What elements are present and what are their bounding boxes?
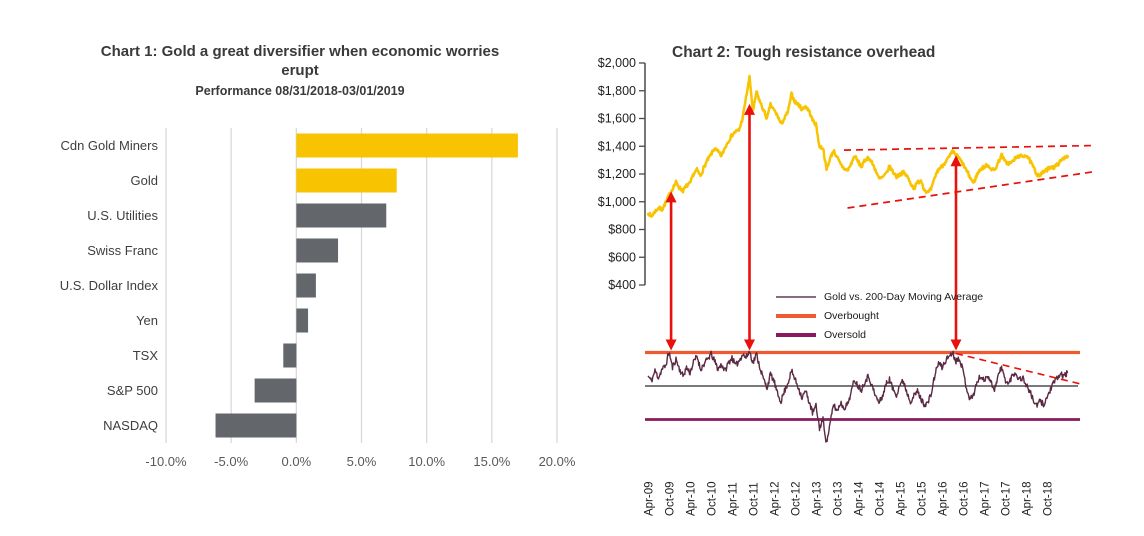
x-date-label: Apr-18: [1022, 481, 1034, 516]
x-date-label: Apr-17: [980, 481, 992, 516]
x-date-label: Apr-09: [644, 481, 656, 516]
arrow-head-down: [950, 339, 962, 351]
x-date-label: Oct-17: [1001, 481, 1013, 516]
x-date-label: Oct-15: [917, 481, 929, 516]
category-label: Swiss Franc: [87, 243, 158, 258]
category-label: Cdn Gold Miners: [60, 138, 158, 153]
support-trendline: [847, 171, 1093, 209]
bar-gold: [296, 168, 397, 193]
oscillator-line: [647, 350, 1069, 443]
category-label: U.S. Dollar Index: [60, 278, 159, 293]
y-tick-label: $1,800: [598, 84, 636, 98]
legend-label: Oversold: [824, 329, 867, 341]
chart1-performance-bar-chart: Chart 1: Gold a great diversifier when e…: [60, 43, 576, 469]
bar-chart-group: Cdn Gold Miners Gold U.S. Utilities Swiss F…: [60, 128, 576, 469]
bar-u-s-utilities: [296, 203, 387, 228]
x-date-label: Apr-12: [770, 481, 782, 516]
x-date-label: Apr-13: [812, 481, 824, 516]
chart1-title: Chart 1: Gold a great diversifier when e…: [100, 43, 500, 79]
x-date-label: Oct-13: [833, 481, 845, 516]
moving-average-line-swatch: [776, 296, 816, 298]
x-date-label: Oct-10: [707, 481, 719, 516]
category-label: Gold: [131, 173, 158, 188]
x-date-label: Oct-09: [665, 481, 677, 516]
oversold-line-swatch: [776, 333, 816, 337]
y-tick-label: $1,200: [598, 167, 636, 181]
x-date-label: Apr-15: [896, 481, 908, 516]
legend-label: Overbought: [824, 310, 879, 322]
legend-item-moving-average: Gold vs. 200-Day Moving Average: [776, 291, 983, 303]
x-tick-label: 0.0%: [282, 454, 312, 469]
bar-tsx: [283, 343, 297, 368]
arrow-head-down: [744, 339, 755, 351]
x-date-label: Oct-11: [749, 482, 761, 516]
x-date-label: Oct-14: [875, 481, 887, 516]
oscillator-trendline: [955, 352, 1083, 386]
category-label: U.S. Utilities: [87, 208, 158, 223]
legend-label: Gold vs. 200-Day Moving Average: [824, 291, 984, 303]
legend-item-overbought: Overbought: [776, 310, 983, 322]
category-label: TSX: [133, 348, 159, 363]
y-tick-label: $1,400: [598, 139, 636, 153]
bar-swiss-franc: [296, 238, 339, 263]
bar-s-p-500: [254, 378, 297, 403]
chart2-plot-area: $2,000 $1,800 $1,600 $1,400 $1,200 $1,000 $800…: [598, 56, 1093, 516]
x-tick-label: 10.0%: [408, 454, 445, 469]
category-label: S&P 500: [107, 383, 158, 398]
y-tick-label: $600: [608, 250, 636, 264]
chart1-subtitle: Performance 08/31/2018-03/01/2019: [195, 84, 405, 98]
category-label: Yen: [136, 313, 158, 328]
gold-price-line: [646, 74, 1070, 218]
x-date-label: Apr-11: [728, 482, 740, 516]
x-date-label: Oct-12: [791, 481, 803, 516]
x-tick-label: 5.0%: [347, 454, 377, 469]
bar-cdn-gold-miners: [296, 133, 518, 158]
x-tick-label: 20.0%: [539, 454, 576, 469]
arrow-head-down: [665, 339, 677, 351]
x-date-label: Apr-16: [938, 481, 950, 516]
x-date-label: Oct-18: [1043, 481, 1055, 516]
chart1-plot-area: Cdn Gold Miners Gold U.S. Utilities Swiss F…: [60, 128, 576, 469]
line-chart-group: $2,000 $1,800 $1,600 $1,400 $1,200 $1,000 $800…: [598, 56, 1093, 516]
x-date-label: Apr-10: [686, 481, 698, 516]
bar-u-s-dollar-index: [296, 273, 316, 298]
x-tick-label: -5.0%: [214, 454, 248, 469]
y-tick-label: $1,000: [598, 195, 636, 209]
y-tick-label: $800: [608, 223, 636, 237]
x-tick-label: -10.0%: [145, 454, 187, 469]
y-tick-label: $1,600: [598, 112, 636, 126]
category-label: NASDAQ: [103, 418, 158, 433]
chart2-legend: Gold vs. 200-Day Moving Average Overboug…: [776, 291, 983, 341]
y-tick-label: $400: [608, 278, 636, 292]
y-tick-label: $2,000: [598, 56, 636, 70]
legend-item-oversold: Oversold: [776, 329, 983, 341]
chart2-gold-line-chart: $2,000 $1,800 $1,600 $1,400 $1,200 $1,000 $800…: [586, 0, 1144, 536]
resistance-trendline: [843, 144, 1093, 151]
bar-yen: [296, 308, 309, 333]
arrow-head-up: [950, 155, 962, 167]
x-tick-label: 15.0%: [473, 454, 510, 469]
bar-nasdaq: [215, 413, 297, 438]
chart2-title: Chart 2: Tough resistance overhead: [672, 44, 936, 61]
x-date-label: Oct-16: [959, 481, 971, 516]
arrow-head-up: [744, 103, 755, 115]
arrow-head-up: [665, 191, 677, 203]
x-date-label: Apr-14: [854, 481, 866, 516]
overbought-line-swatch: [776, 314, 816, 318]
